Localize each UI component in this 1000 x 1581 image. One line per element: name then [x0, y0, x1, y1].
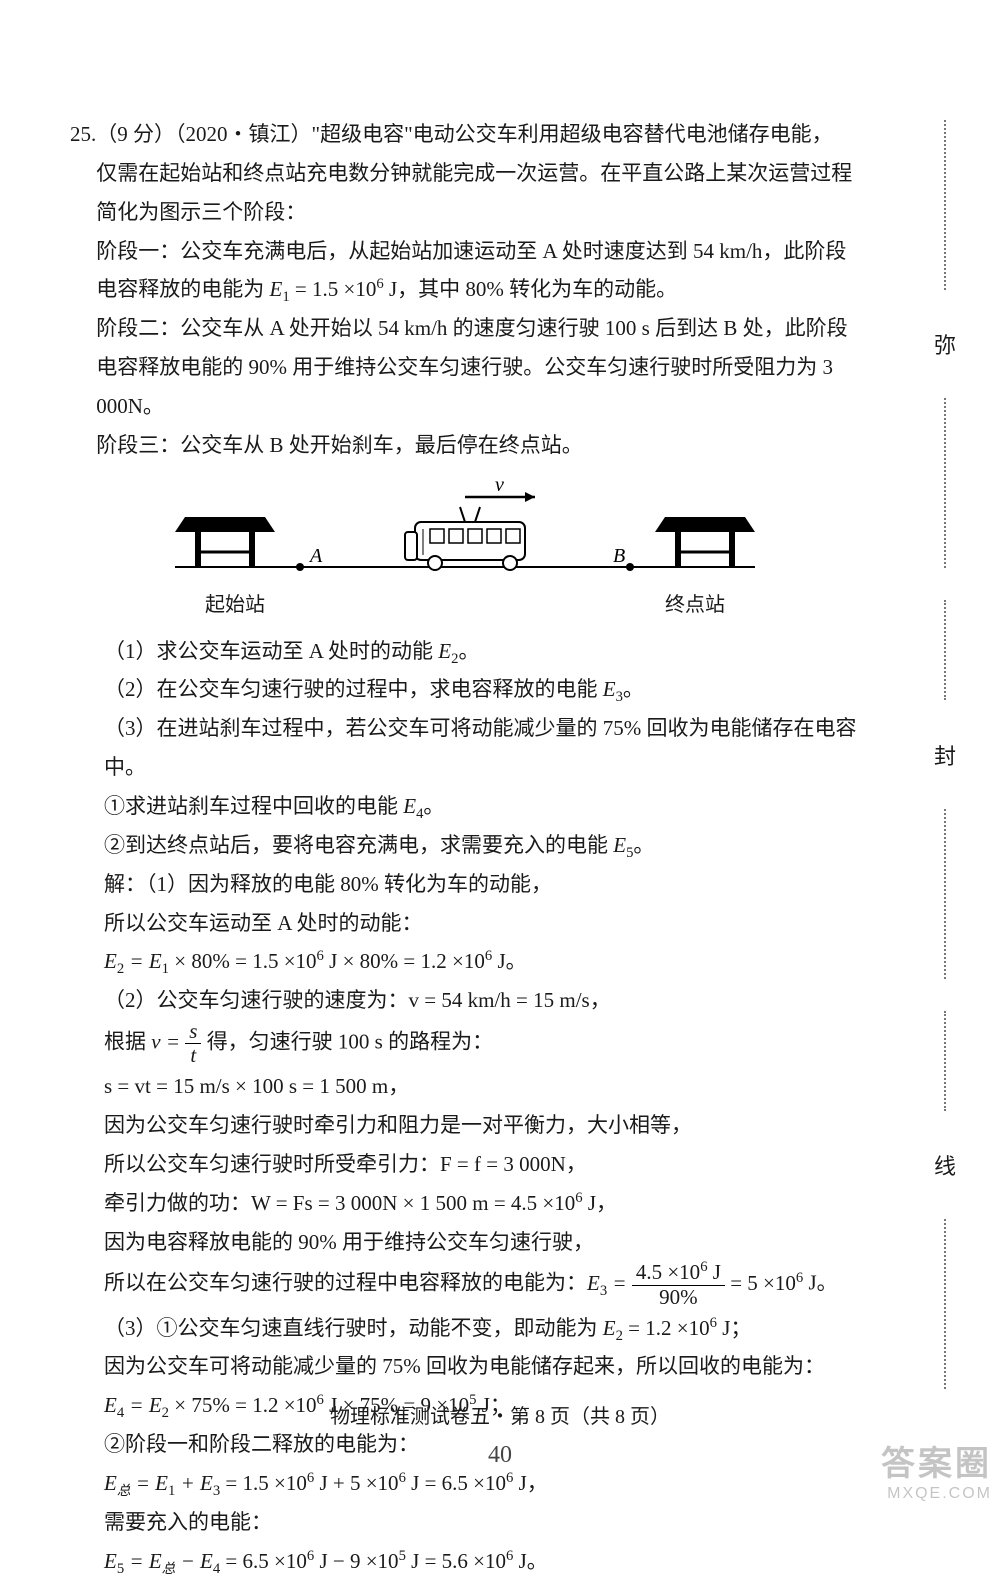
phase1-c: J，其中 80% 转化为车的动能。 [384, 277, 677, 301]
sol-2g: 因为电容释放电能的 90% 用于维持公交车匀速行驶， [104, 1223, 860, 1262]
subq-3: （3）在进站刹车过程中，若公交车可将动能减少量的 75% 回收为电能储存在电容中… [104, 709, 860, 787]
watermark: 答案圈 MXQE.COM [881, 1436, 992, 1503]
start-station-label: 起始站 [205, 587, 265, 624]
subq-1: （1）求公交车运动至 A 处时的动能 E2。 [104, 632, 860, 671]
phase-2: 阶段二：公交车从 A 处开始以 54 km/h 的速度匀速行驶 100 s 后到… [96, 309, 860, 426]
sol-3-1a: （3）①公交车匀速直线行驶时，动能不变，即动能为 E2 = 1.2 ×106 J… [104, 1309, 860, 1348]
sol-2c: s = vt = 15 m/s × 100 s = 1 500 m， [104, 1067, 860, 1106]
binding-dots [944, 1219, 946, 1389]
subq-3-2: ②到达终点站后，要将电容充满电，求需要充入的电能 E5。 [104, 826, 860, 865]
question-number: 25. [70, 115, 96, 465]
sol-3-2d: E5 = E总 − E4 = 6.5 ×106 J − 9 ×105 J = 5… [104, 1542, 860, 1581]
svg-text:A: A [308, 545, 323, 567]
sol-2f: 牵引力做的功：W = Fs = 3 000N × 1 500 m = 4.5 ×… [104, 1184, 860, 1223]
content-area: 25. （9 分）（2020・镇江）"超级电容"电动公交车利用超级电容替代电池储… [70, 115, 860, 1581]
sol-2b: 根据 v = st 得，匀速行驶 100 s 的路程为： [104, 1020, 860, 1067]
end-station-label: 终点站 [665, 587, 725, 624]
sol-2e: 所以公交车匀速行驶时所受牵引力：F = f = 3 000N， [104, 1145, 860, 1184]
svg-text:v: v [495, 477, 504, 496]
binding-dots [944, 600, 946, 700]
phase-1: 阶段一：公交车充满电后，从起始站加速运动至 A 处时速度达到 54 km/h，此… [96, 232, 860, 310]
q-num-text: 25. [70, 122, 96, 146]
phase-3: 阶段三：公交车从 B 处开始刹车，最后停在终点站。 [96, 426, 860, 465]
binding-dots [944, 398, 946, 568]
watermark-line2: MXQE.COM [881, 1485, 992, 1503]
binding-dots [944, 1011, 946, 1111]
subq-2: （2）在公交车匀速行驶的过程中，求电容释放的电能 E3。 [104, 670, 860, 709]
question-header: 25. （9 分）（2020・镇江）"超级电容"电动公交车利用超级电容替代电池储… [70, 115, 860, 465]
binding-dots [944, 809, 946, 979]
binding-char-1: 弥 [934, 328, 956, 360]
binding-dots [944, 120, 946, 290]
q-intro-l1: "超级电容"电动公交车利用超级电容替代电池储存电能， [312, 122, 833, 146]
sol-3-2b: E总 = E1 + E3 = 1.5 ×106 J + 5 ×106 J = 6… [104, 1464, 860, 1503]
handwritten-page-number: 40 [0, 1442, 1000, 1469]
binding-margin: 弥 封 线 [930, 120, 960, 1389]
phase1-b: = 1.5 ×106 [290, 277, 384, 301]
bus-diagram-svg: A B v [165, 477, 765, 587]
watermark-line1: 答案圈 [881, 1436, 992, 1485]
sol-2h: 所以在公交车匀速行驶的过程中电容释放的电能为：E3 = 4.5 ×106 J90… [104, 1261, 860, 1308]
q-points-source: （9 分）（2020・镇江） [96, 122, 311, 146]
page-container: 25. （9 分）（2020・镇江）"超级电容"电动公交车利用超级电容替代电池储… [0, 0, 1000, 1509]
binding-char-3: 线 [934, 1149, 956, 1181]
page-footer: 物理标准测试卷五・第 8 页（共 8 页） [0, 1400, 1000, 1429]
phase1-E1: E1 [270, 277, 290, 301]
sol-1c: E2 = E1 × 80% = 1.5 ×106 J × 80% = 1.2 ×… [104, 942, 860, 981]
question-body: （9 分）（2020・镇江）"超级电容"电动公交车利用超级电容替代电池储存电能，… [96, 115, 860, 465]
diagram-labels: 起始站 终点站 [175, 587, 755, 624]
svg-text:B: B [613, 545, 625, 567]
subquestions: （1）求公交车运动至 A 处时的动能 E2。 （2）在公交车匀速行驶的过程中，求… [70, 632, 860, 1581]
sol-1b: 所以公交车运动至 A 处时的动能： [104, 904, 860, 943]
bus-diagram: A B v [165, 477, 765, 624]
sol-3-1b: 因为公交车可将动能减少量的 75% 回收为电能储存起来，所以回收的电能为： [104, 1347, 860, 1386]
q-intro-l2: 仅需在起始站和终点站充电数分钟就能完成一次运营。在平直公路上某次运营过程简化为图… [96, 154, 860, 232]
binding-char-2: 封 [934, 739, 956, 771]
sol-2a: （2）公交车匀速行驶的速度为：v = 54 km/h = 15 m/s， [104, 981, 860, 1020]
sol-1a: 解：（1）因为释放的电能 80% 转化为车的动能， [104, 865, 860, 904]
subq-3-1: ①求进站刹车过程中回收的电能 E4。 [104, 787, 860, 826]
sol-2d: 因为公交车匀速行驶时牵引力和阻力是一对平衡力，大小相等， [104, 1106, 860, 1145]
